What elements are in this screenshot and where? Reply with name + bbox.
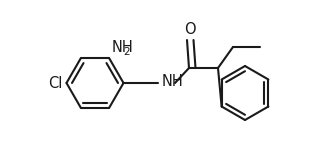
Text: Cl: Cl — [48, 75, 62, 91]
Text: O: O — [184, 22, 196, 37]
Text: 2: 2 — [124, 46, 130, 57]
Text: NH: NH — [162, 74, 184, 89]
Text: NH: NH — [111, 40, 133, 55]
